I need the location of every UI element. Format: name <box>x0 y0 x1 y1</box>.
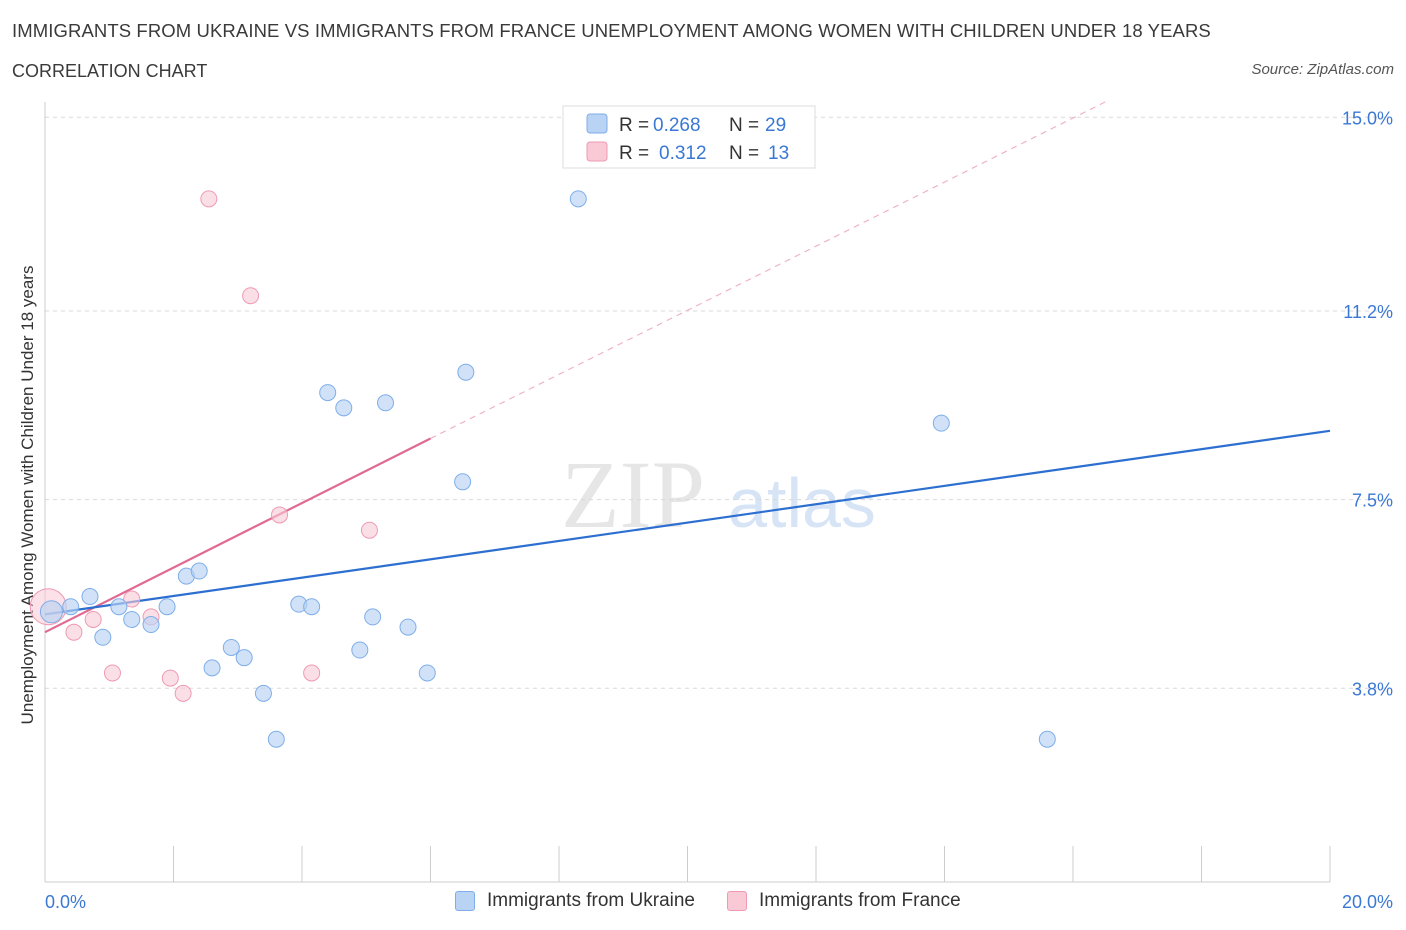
data-point-france[interactable] <box>84 610 102 628</box>
legend-color-france <box>727 891 747 911</box>
data-point-france[interactable] <box>303 664 321 682</box>
data-point-ukraine[interactable] <box>377 394 395 412</box>
x-tick-label: 0.0% <box>45 892 86 912</box>
watermark-atlas: atlas <box>728 464 876 542</box>
y-tick-label: 3.8% <box>1352 679 1393 699</box>
trend-line-france <box>44 437 431 634</box>
data-point-france[interactable] <box>123 590 141 608</box>
legend-r-value-ukraine: 0.268 <box>653 115 701 136</box>
data-point-ukraine[interactable] <box>81 588 99 606</box>
data-point-ukraine[interactable] <box>399 618 417 636</box>
data-point-ukraine[interactable] <box>203 659 221 677</box>
legend-n-value-france: 13 <box>768 143 789 164</box>
legend-label-france: Immigrants from France <box>759 890 961 911</box>
legend-series: Immigrants from Ukraine Immigrants from … <box>455 890 993 912</box>
legend-n-label-france: N = <box>729 143 759 164</box>
chart-title: IMMIGRANTS FROM UKRAINE VS IMMIGRANTS FR… <box>12 20 1211 41</box>
legend-n-label-ukraine: N = <box>729 115 759 136</box>
data-point-ukraine[interactable] <box>94 628 112 646</box>
chart-subtitle: CORRELATION CHART <box>12 61 208 81</box>
trend-line-ukraine <box>44 429 1331 616</box>
data-point-france[interactable] <box>174 684 192 702</box>
data-point-france[interactable] <box>103 664 121 682</box>
data-point-france[interactable] <box>271 506 289 524</box>
watermark-zip: ZIP <box>561 441 705 548</box>
data-point-ukraine[interactable] <box>254 684 272 702</box>
legend-swatch-france <box>586 141 608 162</box>
data-point-ukraine[interactable] <box>303 598 321 616</box>
legend-item-ukraine[interactable]: Immigrants from Ukraine <box>455 890 695 912</box>
data-point-ukraine[interactable] <box>569 190 587 208</box>
legend-stats: R = 0.268 N = 29 R = 0.312 N = 13 <box>562 105 816 169</box>
data-point-ukraine[interactable] <box>222 638 240 656</box>
data-point-ukraine[interactable] <box>364 608 382 626</box>
data-point-france[interactable] <box>200 190 218 208</box>
data-point-ukraine[interactable] <box>319 384 337 402</box>
data-point-ukraine[interactable] <box>335 399 353 417</box>
data-point-ukraine[interactable] <box>267 730 285 748</box>
data-point-ukraine[interactable] <box>158 598 176 616</box>
data-point-france[interactable] <box>242 287 260 305</box>
x-tick-label: 20.0% <box>1342 892 1393 912</box>
trend-line-france-extended <box>430 101 1106 440</box>
data-point-ukraine[interactable] <box>190 562 208 580</box>
data-point-ukraine[interactable] <box>110 598 128 616</box>
legend-item-france[interactable]: Immigrants from France <box>727 890 961 912</box>
data-point-france[interactable] <box>161 669 179 687</box>
legend-label-ukraine: Immigrants from Ukraine <box>487 890 695 911</box>
data-point-france[interactable] <box>65 623 83 641</box>
data-point-ukraine[interactable] <box>454 473 472 491</box>
source-credit: Source: ZipAtlas.com <box>1251 61 1394 78</box>
y-tick-label: 7.5% <box>1352 491 1393 511</box>
data-point-ukraine[interactable] <box>418 664 436 682</box>
data-point-ukraine[interactable] <box>123 610 141 628</box>
y-tick-label: 15.0% <box>1342 108 1393 128</box>
data-point-ukraine[interactable] <box>351 641 369 659</box>
data-point-ukraine[interactable] <box>932 414 950 432</box>
legend-swatch-ukraine <box>586 113 608 134</box>
y-tick-label: 11.2% <box>1343 302 1393 322</box>
data-point-ukraine[interactable] <box>39 600 63 624</box>
data-point-ukraine[interactable] <box>1038 730 1056 748</box>
legend-r-label-france: R = <box>619 143 649 164</box>
data-point-france[interactable] <box>360 521 378 539</box>
data-point-ukraine[interactable] <box>142 616 160 634</box>
data-point-ukraine[interactable] <box>235 649 253 667</box>
legend-color-ukraine <box>455 891 475 911</box>
data-point-ukraine[interactable] <box>457 363 475 381</box>
legend-r-value-france: 0.312 <box>659 143 707 164</box>
legend-n-value-ukraine: 29 <box>765 115 786 136</box>
data-point-ukraine[interactable] <box>62 598 80 616</box>
legend-r-label-ukraine: R = <box>619 115 649 136</box>
